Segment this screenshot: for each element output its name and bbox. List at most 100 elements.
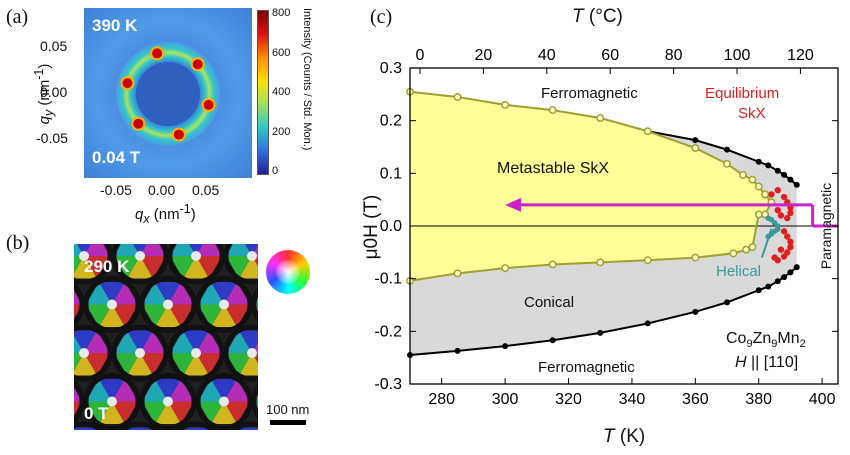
skyrmion — [74, 379, 85, 424]
saxs-pattern — [116, 42, 220, 146]
panel-c-letter: (c) — [370, 6, 393, 28]
bragg-spot — [190, 57, 205, 72]
equilibrium-skx-point — [787, 209, 794, 217]
y-tick-label: 0.2 — [380, 113, 402, 130]
equilibrium-skx-point — [787, 238, 794, 245]
y-tick-label: -0.2 — [374, 323, 402, 340]
skyrmion — [231, 421, 258, 430]
metastable-point — [453, 269, 462, 278]
metastable-point — [691, 144, 700, 153]
equilibrium-skx-point — [777, 246, 785, 253]
skyrmion — [111, 244, 169, 285]
metastable-point — [596, 258, 605, 267]
x-tick-label: 340 — [619, 391, 646, 408]
skyrmion — [83, 275, 141, 333]
metastable-point — [548, 260, 557, 269]
bragg-spot — [120, 76, 135, 91]
metastable-point — [754, 182, 763, 191]
skyrmion-lattice — [74, 244, 258, 430]
top-axis-label: T (°C) — [572, 6, 623, 28]
qx-main: q — [135, 206, 144, 223]
boundary-point — [774, 167, 781, 174]
metastable-point — [761, 190, 770, 199]
skyrmion — [111, 324, 169, 382]
panel-b-temperature: 290 K — [84, 257, 130, 276]
panel-b-letter: (b) — [6, 232, 30, 254]
x-tick-label: 300 — [492, 391, 519, 408]
bragg-spot — [171, 127, 186, 142]
boundary-point — [644, 320, 651, 327]
panel-b-image — [74, 244, 258, 430]
label-ferro-bottom: Ferromagnetic — [538, 359, 635, 376]
bragg-spot — [150, 46, 165, 61]
equilibrium-skx-point — [784, 233, 791, 240]
x-tick-label: 320 — [555, 391, 582, 408]
metastable-point — [596, 114, 605, 122]
label-orientation: H || [110] — [735, 354, 799, 371]
metastable-point — [501, 100, 510, 109]
scalebar — [270, 420, 306, 425]
equilibrium-skx-point — [777, 212, 785, 219]
metastable-point — [742, 245, 751, 254]
panel-a-ytick: 0.05 — [40, 38, 68, 54]
cooling-arrow-head — [505, 197, 522, 212]
skyrmion — [195, 275, 253, 333]
colorbar-tick: 0 — [272, 165, 279, 177]
bragg-spot — [201, 97, 216, 112]
bottom-axis-var: T — [603, 426, 615, 447]
skyrmion — [74, 324, 113, 382]
qx-close: ) — [190, 206, 196, 223]
label-equilibrium-1: Equilibrium — [705, 85, 780, 102]
boundary-point — [787, 176, 794, 183]
equilibrium-skx-point — [774, 207, 781, 214]
boundary-point — [774, 278, 781, 285]
panel-a-xtick: 0.00 — [148, 182, 176, 198]
skyrmion — [223, 324, 258, 382]
boundary-point — [765, 283, 772, 290]
qx-unit: (nm — [149, 206, 180, 223]
label-metastable: Metastable SkX — [497, 160, 610, 177]
skyrmion — [119, 421, 161, 430]
metastable-point — [748, 175, 757, 184]
bottom-axis-label: T (K) — [603, 426, 645, 448]
skyrmion — [251, 286, 258, 323]
boundary-point — [787, 269, 794, 276]
panel-a-ytick: 0.00 — [40, 84, 68, 100]
panel-b-field: 0 T — [84, 404, 109, 423]
colorbar-tick: 800 — [272, 7, 291, 19]
x2-tick-label: 100 — [724, 47, 751, 64]
boundary-point — [692, 308, 699, 315]
boundary-point — [502, 343, 509, 350]
helical-pointer — [760, 228, 773, 258]
label-equilibrium-2: SkX — [738, 105, 766, 122]
x2-tick-label: 20 — [474, 47, 492, 64]
colorbar-tick: 600 — [272, 47, 291, 59]
metastable-point — [754, 210, 763, 219]
x2-tick-label: 80 — [665, 47, 683, 64]
panel-a-ytick: -0.05 — [36, 130, 68, 146]
equilibrium-skx-point — [784, 214, 791, 222]
label-conical: Conical — [524, 294, 575, 311]
y-tick-label: 0.0 — [380, 218, 402, 235]
metastable-point — [723, 159, 731, 168]
qx-exp: -1 — [179, 202, 191, 216]
label-ferro-top: Ferromagnetic — [541, 85, 638, 102]
skyrmion — [167, 244, 225, 285]
metastable-point — [501, 264, 510, 273]
panel-a-letter: (a) — [6, 6, 29, 28]
color-wheel — [266, 250, 310, 294]
metastable-point — [643, 256, 652, 265]
boundary-point — [793, 264, 800, 271]
panel-a-xtick: 0.05 — [192, 182, 220, 198]
colorbar-tick: 200 — [272, 126, 291, 138]
skyrmion — [139, 372, 197, 430]
skyrmion — [195, 372, 253, 430]
skyrmion — [167, 324, 225, 382]
x-tick-label: 380 — [745, 391, 772, 408]
colorbar — [257, 10, 269, 175]
boundary-point — [549, 337, 556, 344]
metastable-point — [453, 93, 462, 101]
top-axis-unit: (°C) — [583, 6, 623, 27]
x2-tick-label: 120 — [787, 47, 814, 64]
metastable-region — [410, 91, 772, 281]
